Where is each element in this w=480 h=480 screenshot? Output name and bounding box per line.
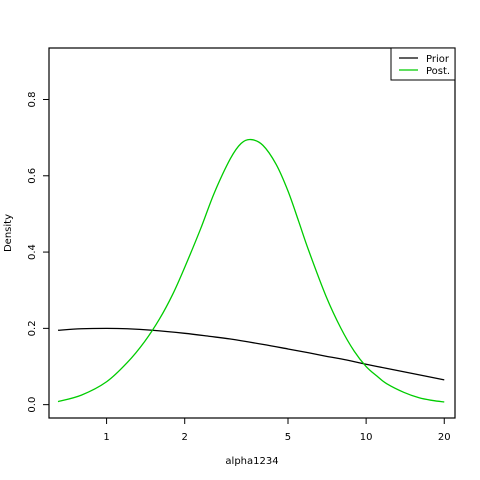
x-tick-label: 2 [182,432,188,443]
legend-label: Prior [426,54,450,65]
y-axis: 0.0 0.2 0.4 0.6 0.8 [27,92,49,413]
series-post-line [57,138,445,403]
legend-label: Post. [426,66,450,77]
x-tick-label: 10 [360,432,373,443]
x-axis: 1 2 5 10 20 [103,418,451,443]
y-tick-label: 0.0 [27,397,38,413]
y-tick-label: 0.6 [27,168,38,184]
y-tick-label: 0.2 [27,320,38,336]
x-axis-title: alpha1234 [225,456,278,467]
x-tick-label: 1 [103,432,109,443]
legend-box [390,47,456,81]
y-tick-label: 0.4 [27,244,38,260]
series-layer [57,138,445,403]
x-tick-label: 20 [438,432,451,443]
x-tick-label: 5 [285,432,291,443]
plot-frame [48,47,456,419]
y-axis-title: Density [3,214,14,252]
series-prior-line [57,327,445,381]
y-tick-label: 0.8 [27,92,38,108]
